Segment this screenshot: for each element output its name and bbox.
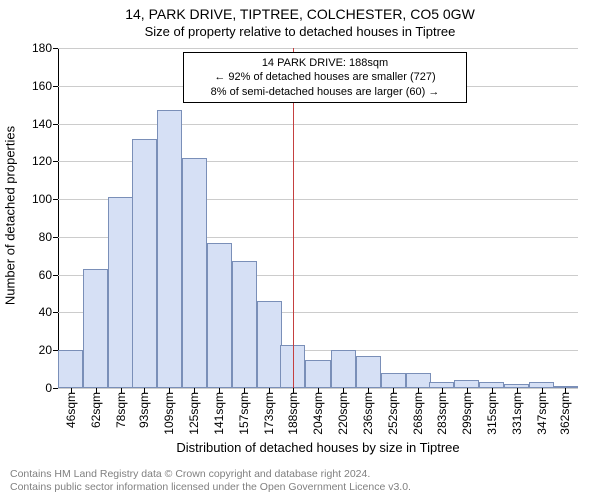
xtick-label: 93sqm xyxy=(137,388,151,428)
histogram-bar xyxy=(83,269,108,388)
histogram-bar xyxy=(454,380,479,388)
ytick-label: 80 xyxy=(39,230,58,244)
ytick-label: 120 xyxy=(32,154,58,168)
xtick-label: 173sqm xyxy=(262,388,276,435)
xtick-label: 141sqm xyxy=(212,388,226,435)
ytick-label: 180 xyxy=(32,41,58,55)
footer-line1: Contains HM Land Registry data © Crown c… xyxy=(10,468,411,481)
histogram-bar xyxy=(207,243,232,388)
xtick-label: 315sqm xyxy=(485,388,499,435)
xtick-label: 268sqm xyxy=(411,388,425,435)
xtick-label: 220sqm xyxy=(336,388,350,435)
xtick-label: 236sqm xyxy=(361,388,375,435)
y-axis-label: Number of detached properties xyxy=(3,116,18,316)
xtick-label: 252sqm xyxy=(386,388,400,435)
ytick-label: 140 xyxy=(32,117,58,131)
histogram-bar xyxy=(406,373,431,388)
xtick-label: 62sqm xyxy=(89,388,103,428)
footer-line2: Contains public sector information licen… xyxy=(10,481,411,494)
ytick-label: 40 xyxy=(39,305,58,319)
histogram-bar xyxy=(132,139,157,388)
ytick-label: 60 xyxy=(39,268,58,282)
histogram-bar xyxy=(257,301,282,388)
annotation-line3: 8% of semi-detached houses are larger (6… xyxy=(190,85,460,99)
histogram-bar xyxy=(182,158,207,388)
xtick-label: 347sqm xyxy=(535,388,549,435)
histogram-bar xyxy=(58,350,83,388)
xtick-label: 204sqm xyxy=(311,388,325,435)
property-size-chart: 14, PARK DRIVE, TIPTREE, COLCHESTER, CO5… xyxy=(0,0,600,500)
xtick-label: 109sqm xyxy=(162,388,176,435)
annotation-line1: 14 PARK DRIVE: 188sqm xyxy=(190,56,460,70)
histogram-bar xyxy=(381,373,406,388)
chart-subtitle: Size of property relative to detached ho… xyxy=(0,24,600,39)
chart-title: 14, PARK DRIVE, TIPTREE, COLCHESTER, CO5… xyxy=(0,6,600,22)
xtick-label: 46sqm xyxy=(64,388,78,428)
y-axis-line xyxy=(58,48,59,388)
x-axis-label: Distribution of detached houses by size … xyxy=(58,440,578,455)
ytick-label: 20 xyxy=(39,343,58,357)
xtick-label: 299sqm xyxy=(460,388,474,435)
xtick-label: 331sqm xyxy=(510,388,524,435)
histogram-bar xyxy=(331,350,356,388)
histogram-bar xyxy=(157,110,182,388)
grid-line xyxy=(58,48,578,49)
xtick-label: 283sqm xyxy=(435,388,449,435)
xtick-label: 157sqm xyxy=(237,388,251,435)
histogram-bar xyxy=(232,261,257,388)
footer-attribution: Contains HM Land Registry data © Crown c… xyxy=(10,468,411,494)
ytick-label: 160 xyxy=(32,79,58,93)
xtick-label: 78sqm xyxy=(114,388,128,428)
annotation-box: 14 PARK DRIVE: 188sqm ← 92% of detached … xyxy=(183,52,467,103)
histogram-bar xyxy=(305,360,330,388)
xtick-label: 125sqm xyxy=(187,388,201,435)
grid-line xyxy=(58,124,578,125)
histogram-bar xyxy=(108,197,133,388)
ytick-label: 0 xyxy=(45,381,58,395)
histogram-bar xyxy=(356,356,381,388)
xtick-label: 188sqm xyxy=(286,388,300,435)
ytick-label: 100 xyxy=(32,192,58,206)
xtick-label: 362sqm xyxy=(558,388,572,435)
annotation-line2: ← 92% of detached houses are smaller (72… xyxy=(190,70,460,84)
